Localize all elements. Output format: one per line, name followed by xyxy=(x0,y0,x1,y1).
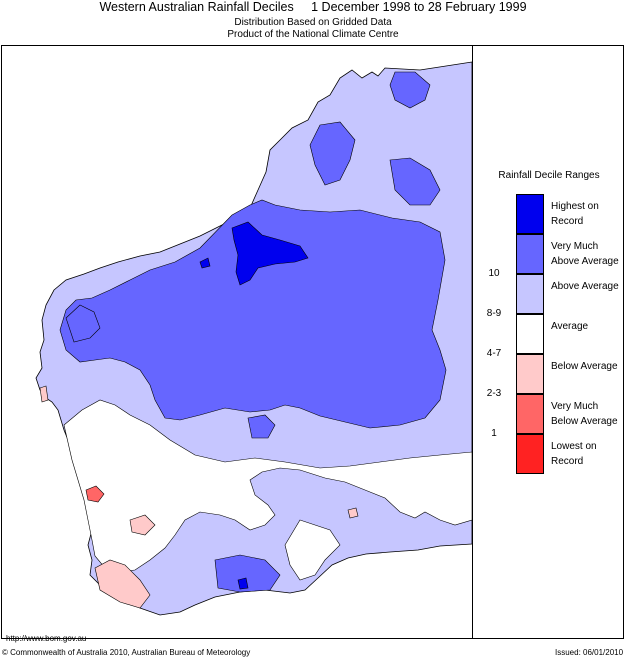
region-very-much-above-avg-ne1 xyxy=(389,71,431,109)
legend-label: Lowest on Record xyxy=(551,441,597,467)
legend-label: Below Average xyxy=(551,361,618,372)
legend-label: Above Average xyxy=(551,281,619,292)
map-title: Western Australian Rainfall Deciles 1 De… xyxy=(99,0,527,14)
legend-swatch xyxy=(516,274,544,314)
region-very-much-above-avg-south xyxy=(214,554,281,593)
region-very-much-above-average xyxy=(59,199,447,429)
footer-issued: Issued: 06/01/2010 xyxy=(555,648,624,657)
legend-swatch xyxy=(516,394,544,434)
legend-label: Highest on Record xyxy=(551,201,599,227)
legend-swatch xyxy=(516,314,544,354)
map-subtitle-product: Product of the National Climate Centre xyxy=(227,29,399,40)
region-very-much-above-avg-west xyxy=(65,304,101,343)
region-very-much-above-avg-centre xyxy=(247,414,276,439)
region-average-southeast xyxy=(284,519,341,581)
footer-copyright: © Commonwealth of Australia 2010, Austra… xyxy=(2,648,251,657)
legend-divider xyxy=(472,45,473,639)
footer-url[interactable]: http://www.bom.gov.au xyxy=(6,634,87,643)
legend-swatch xyxy=(516,434,544,474)
region-highest-on-record-south xyxy=(237,577,249,590)
legend-label: Very Much Below Average xyxy=(551,401,618,427)
legend-title: Rainfall Decile Ranges xyxy=(498,170,600,181)
region-very-much-below-average xyxy=(85,485,105,503)
legend-range: 2-3 xyxy=(486,388,502,399)
region-very-much-above-avg-ne2 xyxy=(309,121,356,186)
legend-range: 1 xyxy=(491,428,497,439)
legend-swatch xyxy=(516,234,544,274)
map-subtitle-distribution: Distribution Based on Gridded Data xyxy=(234,17,392,28)
map-frame xyxy=(1,45,624,639)
legend-range: 4-7 xyxy=(486,348,502,359)
region-below-average-east xyxy=(347,507,359,519)
legend-range: 8-9 xyxy=(486,308,502,319)
legend-label: Average xyxy=(551,321,589,332)
region-below-average-centre xyxy=(129,514,156,536)
region-very-much-above-avg-ne3 xyxy=(389,157,441,206)
region-highest-on-record xyxy=(231,221,309,286)
legend-swatch xyxy=(516,194,544,234)
legend-label: Very Much Above Average xyxy=(551,241,619,267)
region-below-average-sw xyxy=(94,559,151,609)
legend-range: 10 xyxy=(488,268,500,279)
wa-rainfall-map xyxy=(35,61,472,616)
region-highest-on-record-west xyxy=(199,257,211,269)
region-below-average-coast xyxy=(39,385,49,403)
legend-swatch xyxy=(516,354,544,394)
